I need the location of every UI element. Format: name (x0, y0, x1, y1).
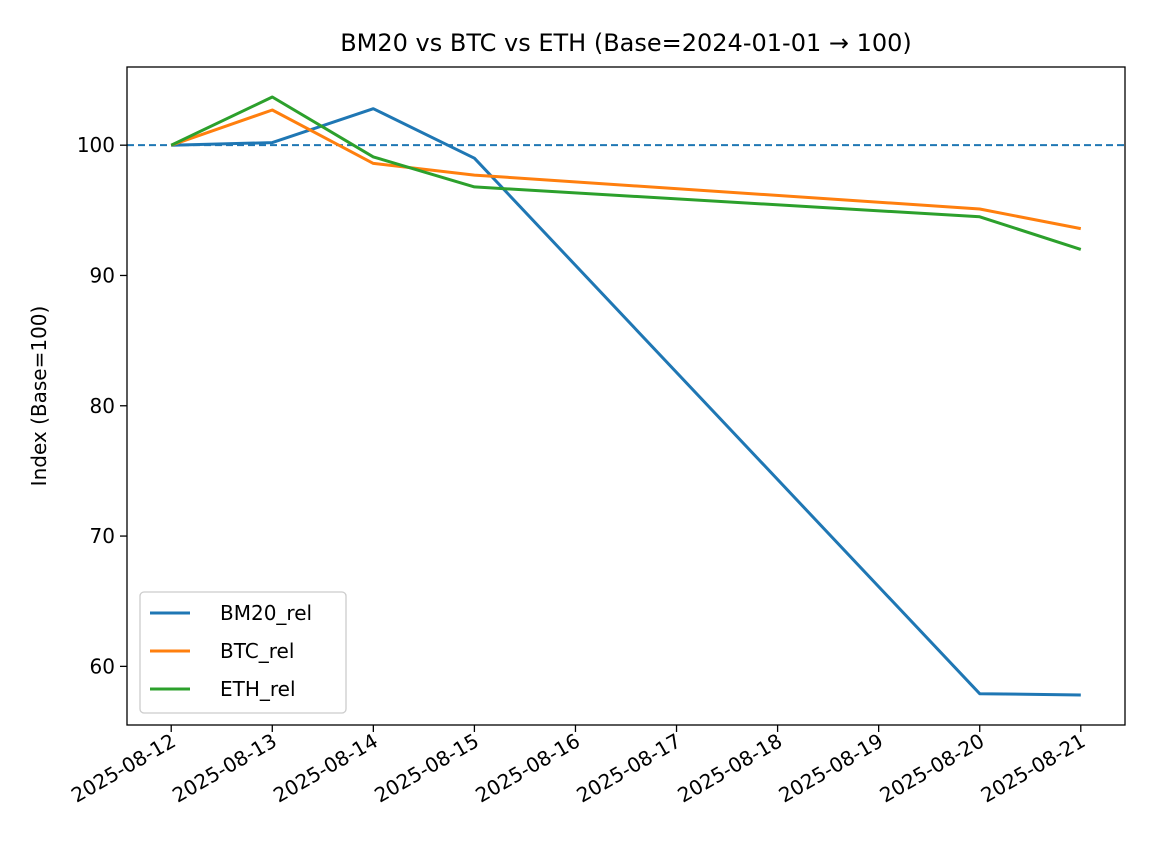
legend-label: BM20_rel (220, 601, 312, 625)
plot-frame (126, 66, 1126, 726)
series-line-eth-rel (170, 95, 1082, 251)
x-tick-label: 2025-08-17 (572, 729, 685, 808)
x-tick-label: 2025-08-14 (269, 729, 382, 808)
y-tick-label: 80 (90, 394, 115, 418)
legend-box (139, 591, 347, 714)
x-tick-label: 2025-08-15 (370, 729, 483, 808)
y-tick-label: 60 (90, 654, 115, 678)
x-tick-label: 2025-08-12 (67, 729, 180, 808)
series-line-btc-rel (170, 108, 1082, 231)
x-tick-label: 2025-08-19 (774, 729, 887, 808)
x-tick-label: 2025-08-18 (673, 729, 786, 808)
y-tick-label: 70 (90, 524, 115, 548)
y-tick-label: 90 (90, 263, 115, 287)
x-tick-label: 2025-08-21 (977, 729, 1090, 808)
chart-title: BM20 vs BTC vs ETH (Base=2024-01-01 → 10… (340, 29, 912, 57)
y-axis-label: Index (Base=100) (27, 306, 51, 487)
y-tick-label: 100 (77, 133, 115, 157)
series-line-bm20-rel (171, 107, 1081, 697)
legend-label: ETH_rel (220, 677, 296, 701)
legend: BM20_rel BTC_rel ETH_rel (139, 591, 347, 714)
x-tick-label: 2025-08-13 (168, 729, 281, 808)
x-tick-label: 2025-08-20 (876, 729, 989, 808)
legend-label: BTC_rel (220, 639, 294, 663)
x-tick-label: 2025-08-16 (471, 729, 584, 808)
